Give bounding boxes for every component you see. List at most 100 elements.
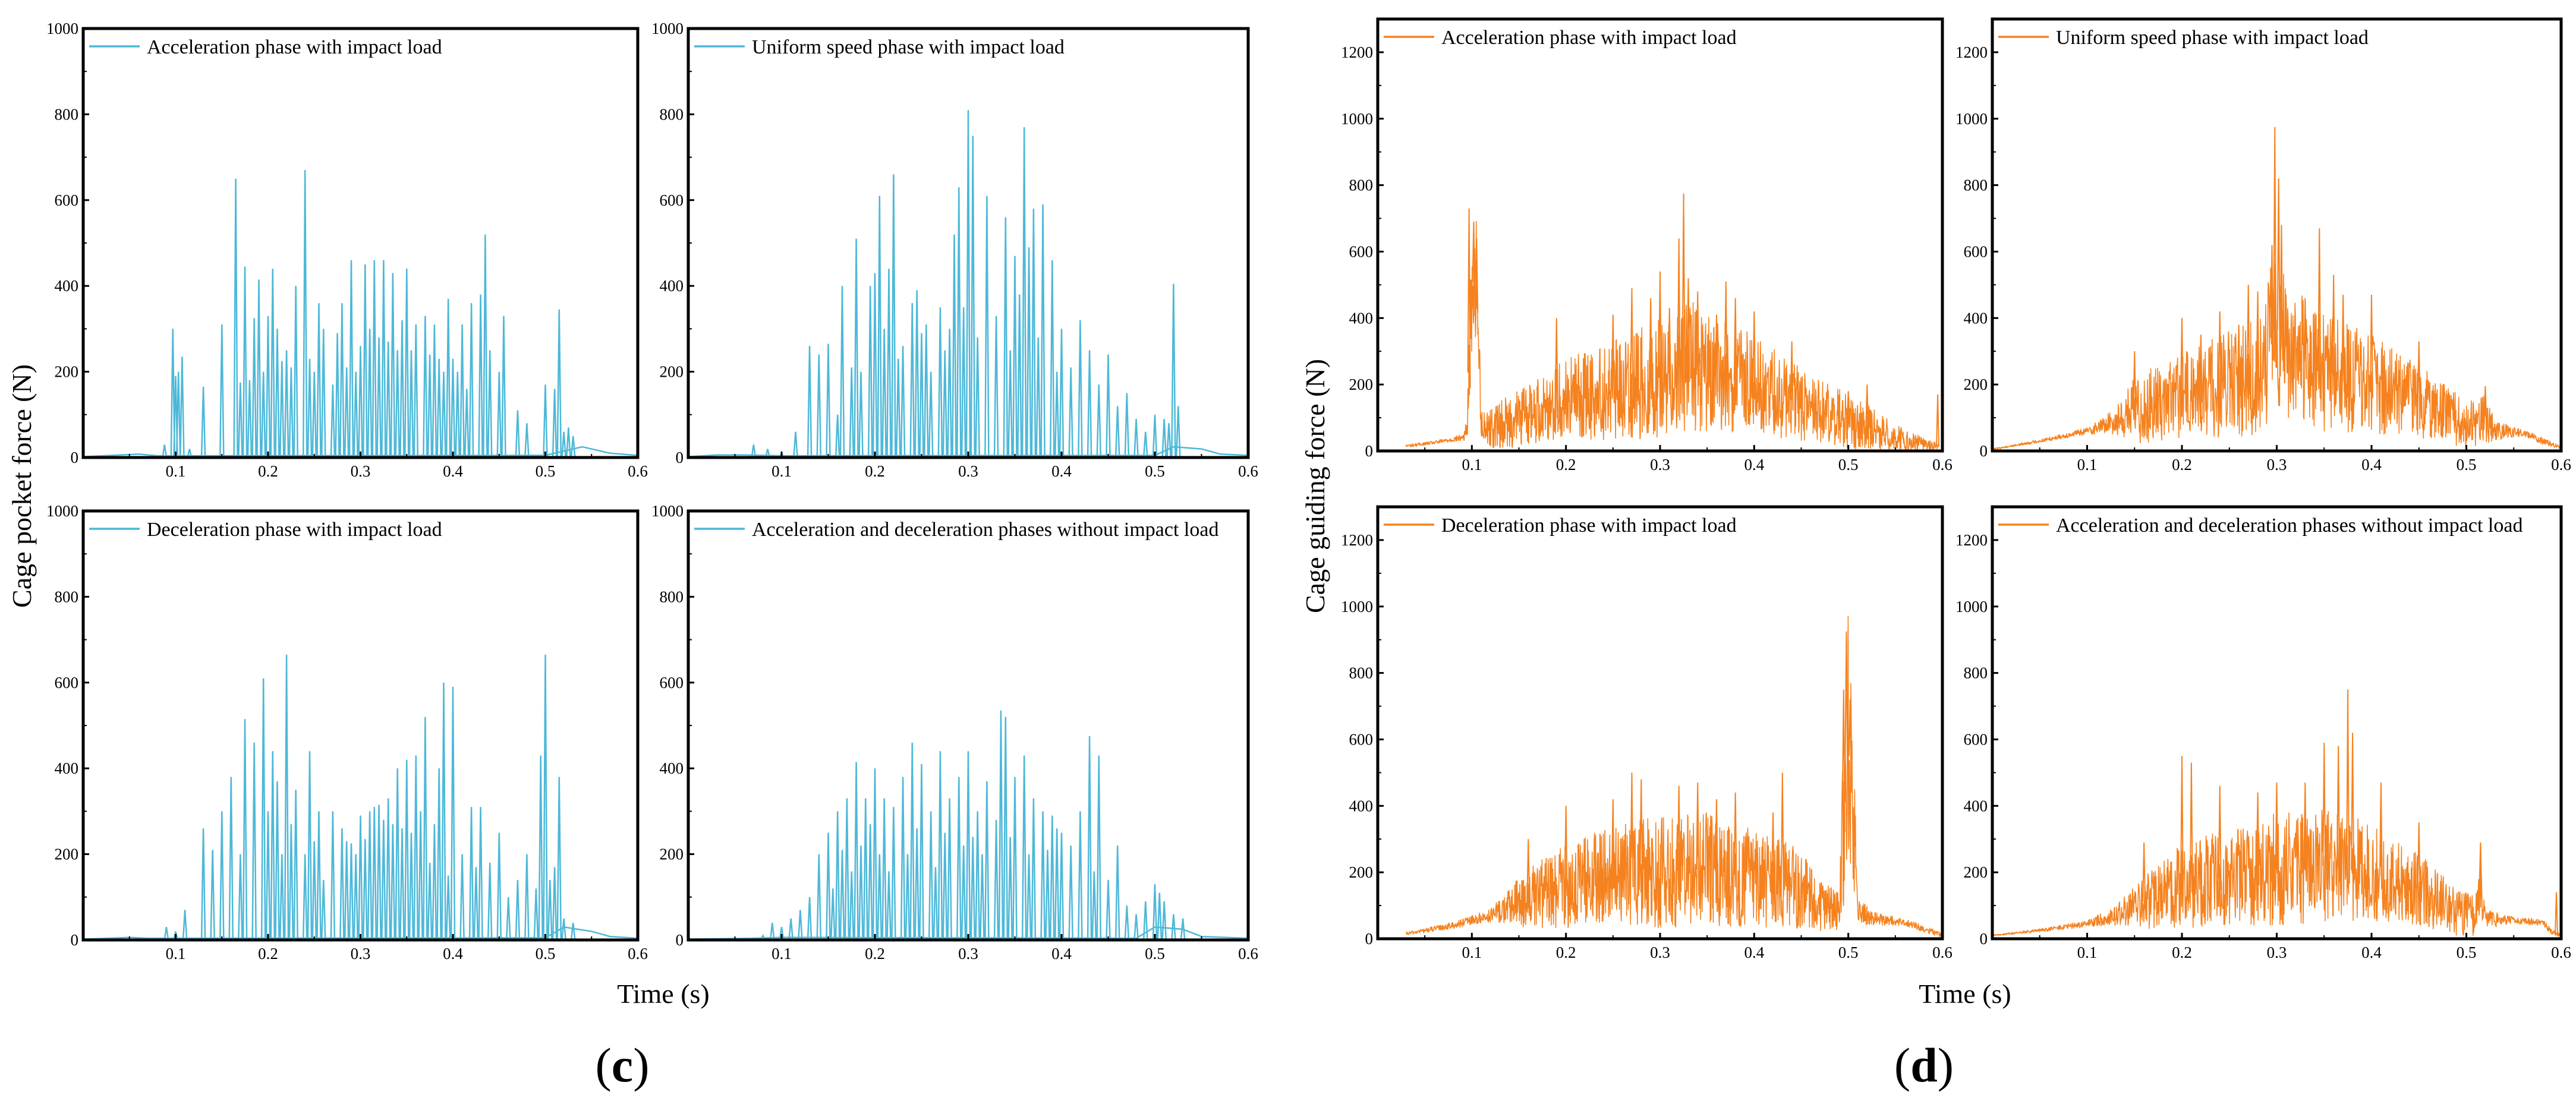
y-tick-label: 400 <box>660 759 684 777</box>
data-spike <box>175 371 181 457</box>
y-tick-label: 400 <box>55 759 79 777</box>
data-spike <box>552 389 558 457</box>
data-spike <box>445 298 451 457</box>
panel-c-ylabel: Cage pocket force (N) <box>7 364 37 608</box>
data-spike <box>1021 755 1027 939</box>
data-peak <box>2142 842 2146 910</box>
data-spike <box>807 346 813 457</box>
data-spike <box>1031 798 1037 939</box>
data-spike <box>238 382 243 457</box>
data-spike <box>436 358 442 457</box>
subplot-d-2: 0 200 400 600 800 1000 1200 0.1 0.2 0.3 0.4 0.5 0.6 U… <box>1955 17 2571 474</box>
data-spike <box>533 888 539 939</box>
panel-c-letter: (c) <box>595 1038 649 1092</box>
data-spike <box>251 742 257 939</box>
data-peak <box>1681 193 1686 384</box>
y-tick-label: 1200 <box>1955 531 1988 549</box>
data-peak <box>1677 238 1681 386</box>
x-tick-label: 0.3 <box>2267 944 2287 961</box>
data-spike <box>826 343 831 457</box>
data-spike <box>928 371 934 457</box>
subplot-d-1: 0 200 400 600 800 1000 1200 0.1 0.2 0.3 0.4 0.5 0.6 A… <box>1341 17 1953 474</box>
y-tick-label: 800 <box>1349 176 1374 194</box>
y-tick-label: 200 <box>660 845 684 863</box>
data-spike <box>1017 294 1022 457</box>
data-spike <box>956 777 962 939</box>
data-spike <box>751 444 757 457</box>
data-spike <box>1059 832 1065 939</box>
data-spike <box>1059 329 1065 457</box>
series-line <box>1992 809 2561 937</box>
data-spike <box>284 350 289 457</box>
y-tick-label: 1000 <box>651 502 684 520</box>
series-baseline <box>83 446 638 457</box>
data-spike <box>524 423 530 457</box>
data-spike <box>881 329 887 457</box>
y-tick-label: 600 <box>55 191 79 209</box>
y-tick-label: 0 <box>1365 930 1374 948</box>
data-spike <box>881 798 887 939</box>
data-spike <box>1078 811 1083 939</box>
data-peak <box>1724 281 1728 393</box>
x-tick-label: 0.2 <box>2172 456 2192 474</box>
data-peak <box>1667 308 1671 389</box>
data-peak <box>1848 699 1852 793</box>
x-tick-label: 0.2 <box>258 462 278 480</box>
data-spike <box>1040 204 1045 457</box>
data-spike <box>779 927 785 939</box>
data-spike <box>455 371 461 457</box>
data-peak <box>2379 783 2383 889</box>
data-peak <box>2256 291 2260 393</box>
data-spike <box>427 354 433 457</box>
data-spike <box>1171 283 1176 457</box>
data-spike <box>344 841 349 939</box>
data-spike <box>1012 777 1018 939</box>
data-spike <box>247 380 253 457</box>
data-spike <box>496 371 502 457</box>
data-spike <box>1161 901 1167 939</box>
panel-c-xlabel: Time (s) <box>617 979 710 1009</box>
data-spike <box>487 350 493 457</box>
axes-frame <box>686 509 1250 942</box>
data-spike <box>834 811 840 939</box>
subplot-d-4: 0 200 400 600 800 1000 1200 0.1 0.2 0.3 0.4 0.5 0.6 A… <box>1955 505 2571 961</box>
data-spike <box>423 717 428 939</box>
data-spike <box>371 807 377 939</box>
subplot-d-3: 0 200 400 600 800 1000 1200 0.1 0.2 0.3 0.4 0.5 0.6 D… <box>1341 505 1953 961</box>
plot-area <box>688 110 1248 457</box>
data-spike <box>288 824 294 939</box>
axes-frame <box>1991 505 2563 941</box>
data-spike <box>793 431 798 457</box>
series-line <box>1405 616 1942 938</box>
data-peak <box>1790 341 1794 411</box>
data-spike <box>816 854 822 939</box>
y-tick-label: 0 <box>71 931 79 949</box>
data-spike <box>1026 247 1032 457</box>
data-spike <box>163 927 169 939</box>
data-spike <box>251 318 257 457</box>
data-peak <box>2218 785 2222 890</box>
data-peak <box>2351 733 2355 884</box>
data-spike <box>872 768 878 939</box>
data-spike <box>993 819 999 939</box>
data-peak <box>2180 756 2184 897</box>
x-tick-label: 0.6 <box>2551 944 2571 961</box>
data-peak <box>2346 689 2350 884</box>
data-spike <box>1091 871 1097 939</box>
data-peak <box>1733 792 1737 888</box>
x-tick-label: 0.2 <box>2172 944 2192 961</box>
y-tick-label: 200 <box>1349 376 1374 393</box>
data-spike <box>348 843 354 939</box>
data-spike <box>464 389 470 457</box>
data-spike <box>1054 828 1060 939</box>
data-spike <box>798 910 803 939</box>
data-spike <box>1003 717 1009 939</box>
data-spike <box>1068 845 1073 939</box>
data-spike <box>1106 354 1111 457</box>
data-spike <box>459 324 465 457</box>
y-tick-label: 800 <box>660 588 684 605</box>
data-spike <box>404 269 410 457</box>
y-tick-label: 800 <box>1964 176 1988 194</box>
y-tick-label: 1000 <box>1341 598 1373 616</box>
y-tick-label: 0 <box>1980 442 1988 460</box>
